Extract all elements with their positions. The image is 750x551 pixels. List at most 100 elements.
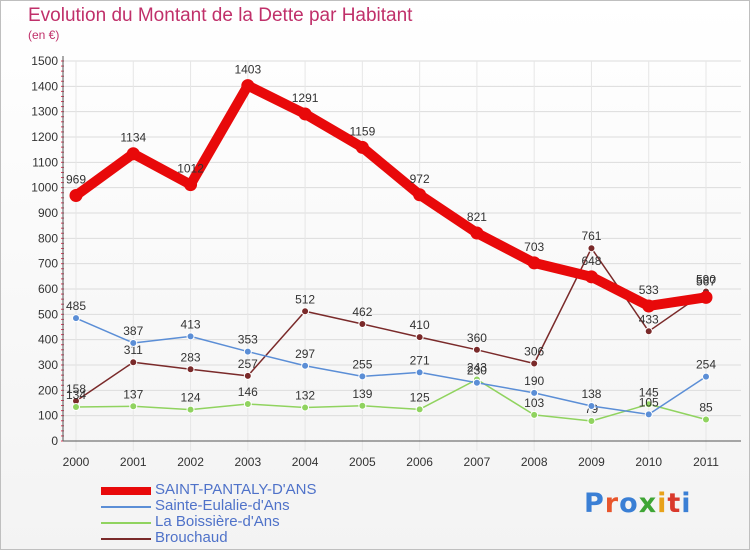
series-line — [75, 247, 707, 402]
data-label: 105 — [639, 395, 659, 409]
data-label: 257 — [238, 357, 258, 371]
data-label: 1134 — [120, 131, 146, 145]
logo-letter: x — [638, 488, 658, 519]
legend-label: La Boissière-d'Ans — [155, 513, 280, 530]
data-label: 306 — [524, 344, 544, 358]
data-point — [644, 410, 653, 419]
data-label: 1403 — [234, 63, 261, 77]
data-point — [298, 107, 312, 121]
logo-letter: i — [681, 488, 692, 519]
y-tick-label: 600 — [38, 282, 58, 296]
data-point — [186, 332, 195, 341]
y-tick-label: 1300 — [31, 105, 58, 119]
data-point — [129, 358, 138, 367]
x-tick-label: 2004 — [292, 455, 319, 469]
data-label: 1159 — [349, 124, 375, 138]
data-label: 533 — [639, 283, 659, 297]
data-point — [358, 401, 367, 410]
data-point — [358, 319, 367, 328]
y-tick-label: 1000 — [31, 181, 58, 195]
x-tick-label: 2008 — [521, 455, 548, 469]
data-label: 146 — [238, 385, 258, 399]
legend-label: SAINT-PANTALY-D'ANS — [155, 481, 317, 498]
data-point — [699, 290, 713, 304]
data-label: 969 — [66, 173, 86, 187]
legend-swatch — [101, 522, 151, 524]
data-point — [584, 270, 598, 284]
data-label: 158 — [66, 382, 86, 396]
x-tick-label: 2001 — [120, 455, 147, 469]
data-point — [587, 244, 596, 253]
data-label: 387 — [123, 324, 143, 338]
data-label: 462 — [352, 305, 372, 319]
y-tick-label: 900 — [38, 206, 58, 220]
data-point — [72, 403, 80, 412]
data-point — [530, 410, 539, 419]
legend-swatch — [101, 538, 151, 540]
data-label: 512 — [295, 292, 315, 306]
data-label: 124 — [181, 391, 201, 405]
data-point — [470, 226, 484, 240]
data-point — [301, 361, 310, 370]
data-point — [702, 415, 710, 424]
series-line — [75, 317, 707, 416]
data-point — [301, 307, 310, 316]
data-label: 137 — [123, 387, 143, 401]
x-tick-label: 2000 — [63, 455, 90, 469]
data-point — [587, 402, 596, 411]
chart-unit: (en €) — [28, 28, 60, 42]
data-label: 254 — [696, 358, 716, 372]
data-point — [186, 365, 195, 374]
data-label: 85 — [699, 400, 713, 414]
data-label: 145 — [639, 385, 659, 399]
y-tick-label: 1200 — [31, 130, 58, 144]
series-line — [73, 80, 707, 311]
data-label: 311 — [124, 343, 143, 357]
data-label: 125 — [410, 390, 430, 404]
data-point — [129, 338, 138, 347]
data-label: 360 — [467, 331, 487, 345]
data-point — [184, 178, 198, 192]
data-label: 103 — [524, 396, 544, 410]
x-tick-label: 2005 — [349, 455, 376, 469]
data-point — [243, 371, 252, 380]
x-tick-label: 2007 — [464, 455, 491, 469]
data-point — [415, 368, 424, 377]
data-point — [472, 345, 481, 354]
data-label: 410 — [410, 318, 430, 332]
data-point — [72, 314, 80, 323]
data-label: 761 — [581, 229, 601, 243]
data-point — [126, 147, 140, 161]
logo-letter: i — [657, 488, 668, 519]
y-tick-label: 1400 — [31, 79, 58, 93]
data-label: 255 — [352, 357, 372, 371]
y-tick-label: 1100 — [32, 155, 58, 169]
y-tick-label: 100 — [38, 409, 58, 423]
data-point — [644, 327, 653, 336]
data-point — [355, 140, 369, 154]
legend-swatch — [101, 487, 151, 495]
data-point — [243, 400, 252, 409]
data-label: 132 — [295, 389, 315, 403]
data-label: 230 — [467, 364, 487, 378]
data-point — [241, 79, 255, 93]
y-tick-label: 700 — [38, 257, 58, 271]
data-label: 297 — [295, 347, 315, 361]
y-tick-label: 0 — [51, 434, 58, 448]
data-label: 283 — [181, 350, 201, 364]
data-label: 1291 — [292, 91, 319, 105]
logo-letter: r — [604, 488, 620, 519]
data-point — [472, 378, 481, 387]
y-tick-label: 200 — [38, 383, 58, 397]
data-point — [530, 359, 539, 368]
x-tick-label: 2006 — [406, 455, 433, 469]
data-label: 134 — [66, 388, 86, 402]
data-label: 648 — [581, 254, 601, 268]
data-label: 190 — [524, 374, 544, 388]
data-point — [129, 402, 138, 411]
y-tick-label: 500 — [38, 307, 58, 321]
data-label: 972 — [410, 172, 430, 186]
chart-title: Evolution du Montant de la Dette par Hab… — [28, 5, 413, 26]
data-label: 433 — [639, 312, 659, 326]
